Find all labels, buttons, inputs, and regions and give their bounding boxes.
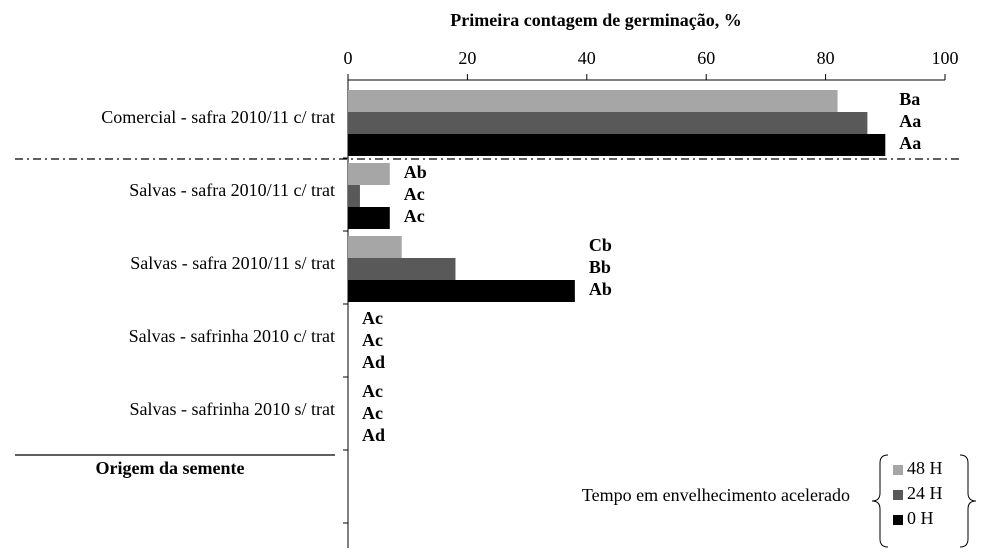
legend-label: 0 H (907, 508, 934, 528)
legend-label: 24 H (907, 483, 943, 503)
bar (348, 280, 575, 302)
legend-brace (959, 454, 977, 548)
x-tick-label: 60 (697, 48, 715, 68)
bar-letter: Aa (899, 133, 921, 153)
chart-title: Primeira contagem de germinação, % (450, 10, 741, 30)
bar-letter: Ac (404, 206, 425, 226)
bar (348, 134, 886, 156)
legend-title-box: Tempo em envelhecimento acelerado (581, 485, 850, 505)
bar-letter: Ab (404, 162, 427, 182)
legend-title: Tempo em envelhecimento acelerado (581, 485, 850, 505)
y-tick-label: Salvas - safrinha 2010 c/ trat (129, 326, 335, 346)
bar (348, 163, 390, 185)
bar-letter: Ac (362, 381, 383, 401)
legend-swatch (893, 465, 903, 475)
bar-letter: Ab (589, 279, 612, 299)
bar-letter: Ac (362, 308, 383, 328)
legend-label: 48 H (907, 458, 943, 478)
legend-brace (871, 454, 889, 548)
bar-letter: Ba (899, 89, 920, 109)
bar (348, 112, 868, 134)
y-tick-label: Salvas - safrinha 2010 s/ trat (130, 399, 335, 419)
bar-letter: Bb (589, 257, 611, 277)
bar-letter: Cb (589, 235, 612, 255)
y-tick-label: Comercial - safra 2010/11 c/ trat (101, 107, 335, 127)
legend-swatch (893, 515, 903, 525)
bar-letter: Ad (362, 425, 385, 445)
bar-letter: Ac (404, 184, 425, 204)
bar-letter: Ac (362, 403, 383, 423)
bar (348, 185, 360, 207)
bar (348, 258, 456, 280)
x-tick-label: 20 (458, 48, 476, 68)
bar (348, 236, 402, 258)
x-tick-label: 0 (344, 48, 353, 68)
legend-swatch (893, 490, 903, 500)
x-tick-label: 80 (817, 48, 835, 68)
bar-letter: Ad (362, 352, 385, 372)
x-tick-label: 100 (932, 48, 959, 68)
x-tick-label: 40 (578, 48, 596, 68)
y-tick-label: Salvas - safra 2010/11 s/ trat (130, 253, 335, 273)
bar-letter: Ac (362, 330, 383, 350)
y-tick-label: Salvas - safra 2010/11 c/ trat (129, 180, 335, 200)
bar-letter: Aa (899, 111, 921, 131)
y-axis-label: Origem da semente (96, 458, 245, 478)
bar (348, 90, 838, 112)
bar (348, 207, 390, 229)
